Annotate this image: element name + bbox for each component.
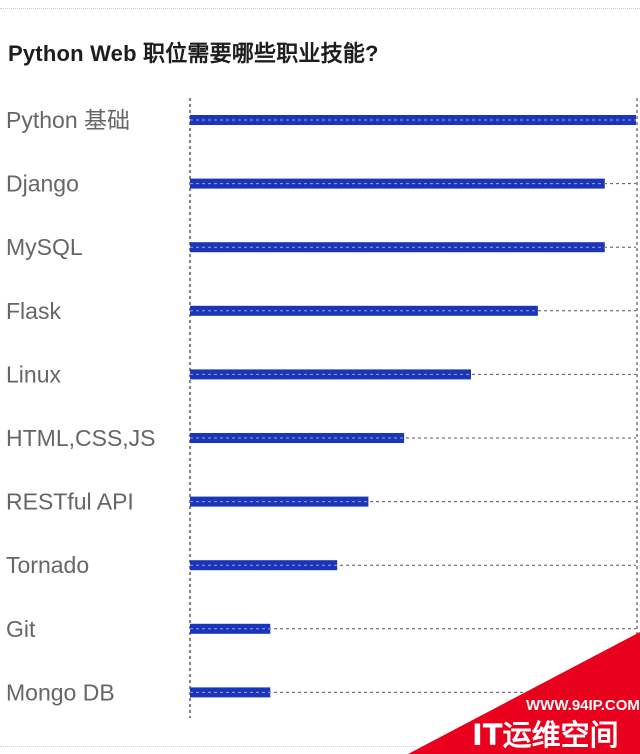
category-label: Tornado: [6, 552, 89, 578]
watermark-logo: WWW.94IP.COM IT运维空间: [408, 632, 640, 754]
chart-title: Python Web 职位需要哪些职业技能?: [8, 41, 379, 66]
bottom-divider: [0, 746, 640, 747]
watermark-brand: IT运维空间: [472, 718, 619, 752]
category-label: Python 基础: [6, 107, 130, 133]
category-label: Flask: [6, 298, 61, 324]
bar: [190, 496, 369, 507]
bar: [190, 623, 271, 634]
category-label: RESTful API: [6, 489, 134, 515]
bar: [190, 178, 605, 189]
bar: [190, 433, 405, 443]
bar: [190, 687, 271, 698]
category-label: MySQL: [6, 234, 83, 260]
top-divider: [0, 8, 640, 9]
bar: [190, 305, 538, 316]
category-label: Mongo DB: [6, 679, 115, 705]
category-label: Linux: [6, 361, 61, 387]
category-label: Django: [6, 171, 79, 197]
watermark-url: WWW.94IP.COM: [526, 697, 640, 714]
bar: [190, 242, 605, 253]
watermark-triangle: [408, 632, 640, 754]
category-label: Git: [6, 616, 36, 642]
category-label: HTML,CSS,JS: [6, 425, 156, 451]
